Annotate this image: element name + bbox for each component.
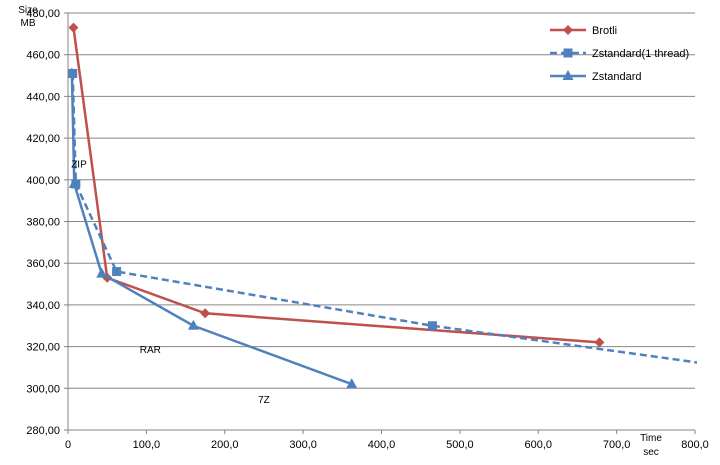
annotation-label: 7Z: [258, 395, 270, 406]
point-marker: [562, 70, 574, 80]
legend-label: Zstandard: [592, 71, 642, 83]
axes: [64, 12, 696, 434]
y-tick-label: 380,00: [26, 217, 60, 229]
point-marker: [594, 337, 605, 348]
x-axis-title-line-1: Time: [640, 433, 662, 444]
y-tick-label: 340,00: [26, 300, 60, 312]
point-marker: [427, 321, 437, 331]
point-marker: [563, 25, 573, 35]
legend-item: Brotli: [550, 25, 617, 37]
gridlines: [68, 12, 695, 431]
x-tick-label: 200,0: [211, 439, 239, 451]
x-tick-label: 700,0: [603, 439, 631, 451]
series-zstandard: [68, 67, 358, 389]
x-tick-label: 800,0: [681, 439, 709, 451]
point-marker: [187, 319, 199, 330]
y-axis-title-line-2: MB: [21, 18, 36, 29]
point-marker: [68, 67, 78, 78]
series-line: [70, 73, 353, 386]
annotations: ZIP RAR 7Z: [71, 159, 270, 406]
y-axis-title: Size MB: [18, 5, 38, 29]
point-marker: [112, 267, 122, 277]
point-marker: [563, 48, 573, 58]
point-marker: [96, 267, 108, 278]
x-tick-label: 0: [65, 439, 71, 451]
legend-label: Brotli: [592, 25, 617, 37]
y-axis-title-line-1: Size: [18, 5, 38, 16]
x-axis-title-line-2: sec: [643, 447, 659, 458]
x-tick-labels: 0 100,0 200,0 300,0 400,0 500,0 600,0 700,0 800,…: [65, 439, 709, 451]
legend-item: Zstandard: [550, 70, 642, 83]
series-brotli: [68, 22, 605, 348]
point-marker: [200, 308, 211, 319]
x-tick-label: 400,0: [368, 439, 396, 451]
series-line: [71, 73, 697, 364]
y-tick-labels: 280,00 300,00 320,00 340,00 360,00 380,00 400,…: [26, 8, 60, 437]
annotation-label: ZIP: [71, 159, 87, 170]
x-tick-label: 500,0: [446, 439, 474, 451]
y-tick-label: 360,00: [26, 258, 60, 270]
y-tick-label: 280,00: [26, 425, 60, 437]
y-tick-label: 320,00: [26, 342, 60, 354]
series-line: [72, 27, 600, 344]
legend-label: Zstandard(1 thread): [592, 48, 689, 60]
x-axis-title: Time sec: [640, 433, 662, 458]
y-tick-label: 420,00: [26, 133, 60, 145]
point-marker: [68, 177, 80, 188]
y-tick-label: 440,00: [26, 91, 60, 103]
point-marker: [68, 22, 79, 33]
y-tick-label: 480,00: [26, 8, 60, 20]
y-tick-label: 300,00: [26, 383, 60, 395]
series-zstandard-1-thread: [68, 68, 697, 364]
x-tick-label: 600,0: [524, 439, 552, 451]
point-marker: [346, 378, 358, 389]
annotation-label: RAR: [140, 345, 161, 356]
legend-item: Zstandard(1 thread): [550, 48, 689, 60]
y-tick-label: 400,00: [26, 175, 60, 187]
legend: Brotli Zstandard(1 thread) Zstandard: [550, 25, 689, 83]
series-lines: [68, 22, 697, 389]
x-tick-label: 100,0: [133, 439, 161, 451]
y-tick-label: 460,00: [26, 50, 60, 62]
x-tick-label: 300,0: [289, 439, 317, 451]
